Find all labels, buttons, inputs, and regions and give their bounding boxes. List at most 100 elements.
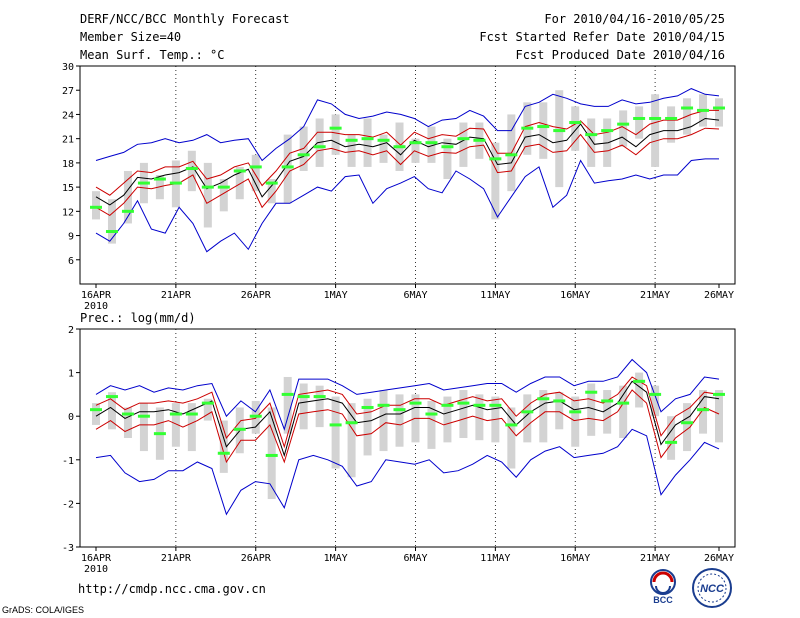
y-tick-label: 15 xyxy=(62,183,74,194)
spread-box xyxy=(107,199,116,244)
spread-box xyxy=(619,110,628,147)
bcc-logo-text: BCC xyxy=(653,595,673,605)
spread-box xyxy=(203,162,212,228)
x-tick-label: 16MAY xyxy=(560,553,590,564)
x-tick-label: 11MAY xyxy=(480,290,510,301)
x-tick-label: 26MAY xyxy=(704,290,734,301)
spread-box xyxy=(619,385,628,438)
spread-box xyxy=(459,390,468,438)
y-tick-label: 27 xyxy=(62,86,74,97)
spread-box xyxy=(123,407,132,438)
upper_inner-line xyxy=(95,376,720,449)
spread-box xyxy=(139,403,148,452)
spread-box xyxy=(187,150,196,192)
spread-box xyxy=(331,396,340,469)
spread-box xyxy=(363,118,372,167)
x-tick-label: 21APR xyxy=(161,290,192,301)
spread-box xyxy=(283,376,292,434)
x-tick-label: 26APR xyxy=(241,553,272,564)
spread-box xyxy=(347,403,356,478)
spread-box xyxy=(347,134,356,167)
y-tick-label: 0 xyxy=(68,412,74,423)
spread-box xyxy=(395,394,404,447)
spread-box xyxy=(523,394,532,443)
spread-box xyxy=(251,154,260,192)
spread-box xyxy=(667,106,676,143)
spread-box xyxy=(235,166,244,200)
x-tick-label: 1MAY xyxy=(324,290,348,301)
y-tick-label: 18 xyxy=(62,159,74,170)
bcc-logo: BCC xyxy=(650,569,676,605)
spread-box xyxy=(443,396,452,443)
spread-box xyxy=(203,398,212,421)
spread-box xyxy=(315,385,324,428)
spread-box xyxy=(715,98,723,127)
spread-box xyxy=(475,394,484,441)
spread-box xyxy=(555,90,564,188)
y-tick-label: 21 xyxy=(62,135,74,146)
source-url[interactable]: http://cmdp.ncc.cma.gov.cn xyxy=(78,582,266,596)
spread-box xyxy=(539,390,548,443)
x-tick-label: 16APR xyxy=(81,290,112,301)
lower_inner-line xyxy=(95,127,720,217)
x-tick-label: 26MAY xyxy=(704,553,734,564)
y-tick-label: 24 xyxy=(62,110,74,121)
precip-title: Prec.: log(mm/d) xyxy=(80,311,196,325)
spread-box xyxy=(571,396,580,447)
spread-box xyxy=(331,114,340,155)
spread-box xyxy=(443,138,452,180)
spread-box xyxy=(555,392,564,430)
y-tick-label: -2 xyxy=(62,499,74,510)
spread-box xyxy=(171,403,180,447)
y-tick-label: 6 xyxy=(68,256,74,267)
y-tick-label: 1 xyxy=(68,369,74,380)
y-tick-label: -3 xyxy=(62,543,74,554)
spread-box xyxy=(187,403,196,452)
spread-box xyxy=(267,179,276,204)
y-tick-label: 9 xyxy=(68,232,74,243)
spread-box xyxy=(587,118,596,167)
spread-box xyxy=(299,383,308,430)
spread-box xyxy=(651,94,660,167)
spread-box xyxy=(507,407,516,469)
x-tick-label: 11MAY xyxy=(480,553,510,564)
spread-box xyxy=(92,191,100,220)
spread-box xyxy=(267,407,276,500)
chart-title: DERF/NCC/BCC Monthly Forecast xyxy=(80,12,290,26)
member-size-label: Member Size=40 xyxy=(80,30,182,44)
mean-line xyxy=(95,380,720,458)
spread-box xyxy=(427,400,436,449)
y-tick-label: 12 xyxy=(62,207,74,218)
y-tick-label: -1 xyxy=(62,456,74,467)
spread-box xyxy=(635,106,644,139)
x-tick-label: 6MAY xyxy=(403,553,427,564)
spread-box xyxy=(219,420,228,473)
spread-box xyxy=(219,179,228,212)
x-year-label: 2010 xyxy=(84,564,108,575)
spread-box xyxy=(667,416,676,460)
y-tick-label: 2 xyxy=(68,325,74,336)
lower_outer-line xyxy=(95,428,720,516)
spread-box xyxy=(571,106,580,151)
forecast-period-label: For 2010/04/16-2010/05/25 xyxy=(544,12,725,26)
x-tick-label: 1MAY xyxy=(324,553,348,564)
x-tick-label: 21MAY xyxy=(640,553,670,564)
produced-date-label: Fcst Produced Date 2010/04/16 xyxy=(515,48,725,62)
spread-box xyxy=(363,398,372,456)
spread-box xyxy=(379,134,388,163)
spread-box xyxy=(715,390,723,443)
spread-box xyxy=(587,383,596,436)
grads-credit: GrADS: COLA/IGES xyxy=(2,605,85,615)
ncc-logo-text: NCC xyxy=(700,583,725,595)
lower_outer-line xyxy=(95,158,719,253)
spread-box xyxy=(539,102,548,159)
spread-box xyxy=(92,403,100,425)
x-year-label: 2010 xyxy=(84,301,108,312)
spread-box xyxy=(683,403,692,452)
upper_outer-line xyxy=(95,88,720,162)
spread-box xyxy=(459,122,468,167)
spread-box xyxy=(107,392,116,430)
lower_inner-line xyxy=(95,389,720,464)
spread-box xyxy=(635,372,644,408)
